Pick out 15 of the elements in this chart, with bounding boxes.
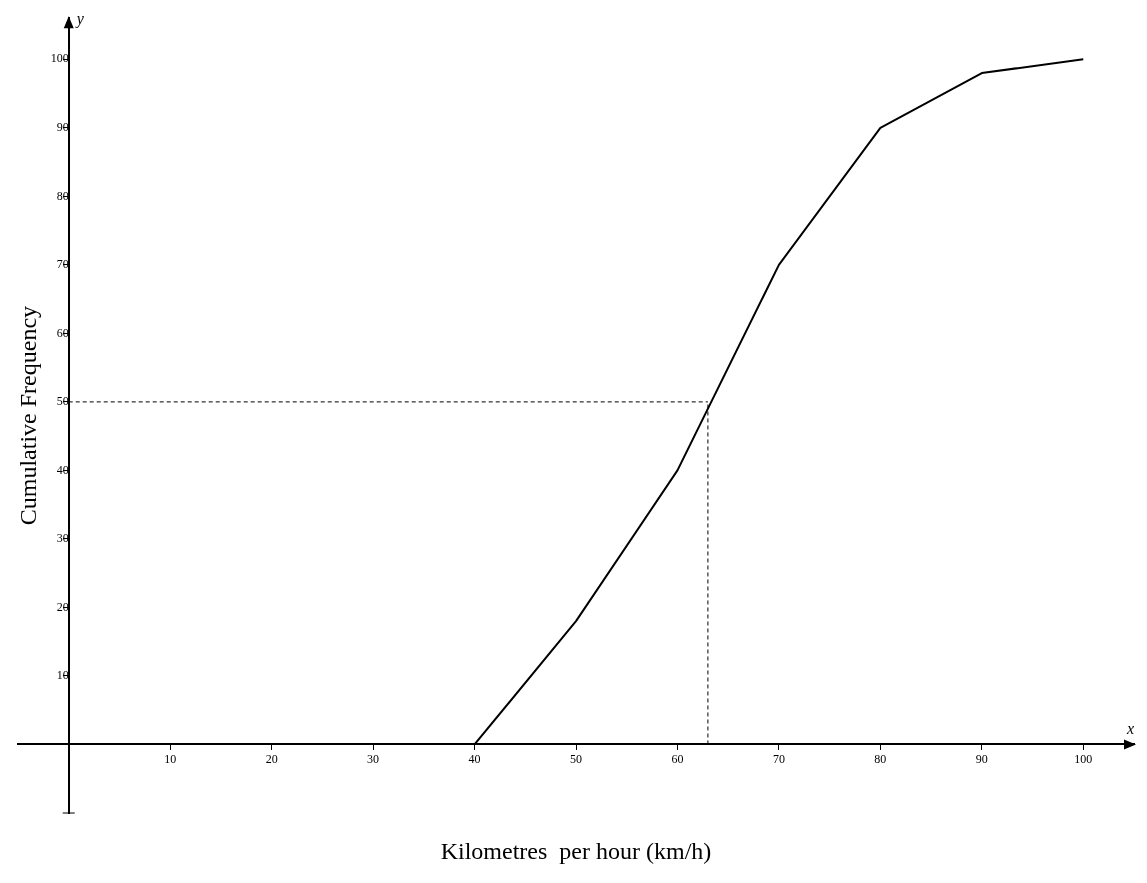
x-tick-label: 50	[570, 751, 582, 766]
x-tick-label: 80	[874, 751, 887, 766]
x-tick-label: 90	[975, 751, 988, 766]
x-tick-label: 30	[367, 751, 380, 766]
x-tick-label: 60	[671, 751, 684, 766]
x-tick-label: 40	[468, 751, 481, 766]
annotation: x	[1125, 720, 1134, 738]
x-axis-title: Kilometres per hour (km/h)	[440, 838, 712, 864]
x-tick-label: 70	[772, 751, 785, 766]
x-tick-label: 20	[265, 751, 278, 766]
x-tick-label: 100	[1074, 751, 1093, 766]
x-tick-label: 10	[164, 751, 177, 766]
annotation: y	[74, 10, 85, 29]
y-tick-label: 100	[50, 51, 69, 66]
y-axis-title: Cumulative Frequency	[15, 305, 42, 526]
